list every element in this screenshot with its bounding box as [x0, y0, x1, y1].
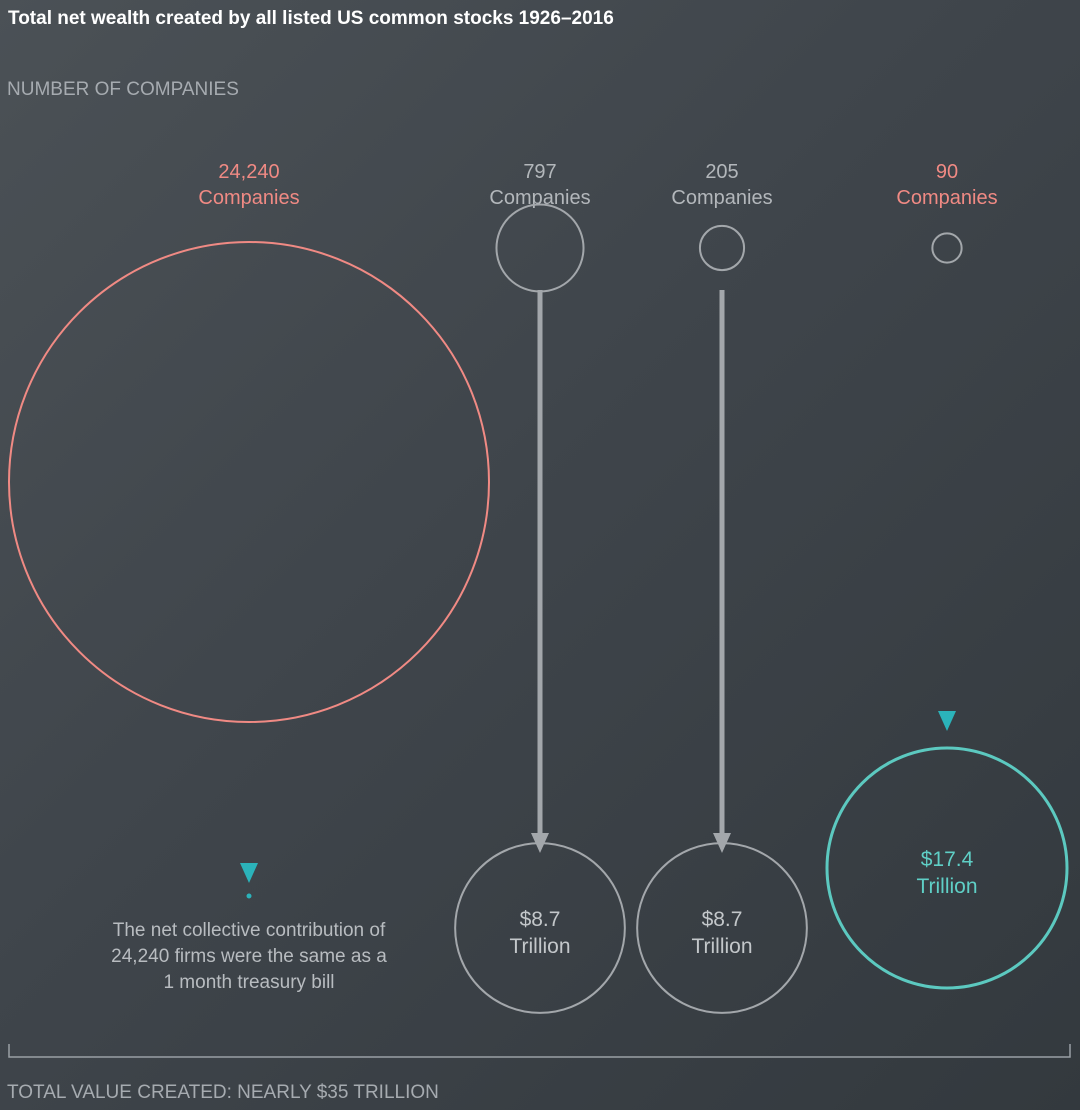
- companies-unit-label: Companies: [671, 187, 772, 209]
- companies-count-label: 24,240: [218, 161, 279, 183]
- companies-unit-label: Companies: [896, 187, 997, 209]
- chart-title: Total net wealth created by all listed U…: [8, 8, 614, 29]
- companies-bubble: [931, 232, 963, 264]
- companies-count-label: 90: [936, 161, 958, 183]
- chart-subtitle: NUMBER OF COMPANIES: [7, 79, 239, 100]
- total-bracket: [8, 1044, 1071, 1058]
- companies-bubble: [698, 224, 746, 272]
- note-line: The net collective contribution of: [113, 920, 386, 941]
- value-bubble: [825, 746, 1069, 990]
- note-line: 1 month treasury bill: [163, 972, 334, 993]
- value-label: $8.7: [520, 908, 561, 931]
- companies-count-label: 797: [523, 161, 556, 183]
- value-unit-label: Trillion: [916, 875, 977, 898]
- arrow-group-1-head: [240, 863, 258, 883]
- value-label: $17.4: [921, 848, 974, 871]
- value-label: $8.7: [702, 908, 743, 931]
- companies-bubble: [495, 203, 585, 293]
- total-value-label: TOTAL VALUE CREATED: NEARLY $35 TRILLION: [7, 1082, 439, 1103]
- arrow-group-4-head: [938, 711, 956, 731]
- companies-count-label: 205: [705, 161, 738, 183]
- note-line: 24,240 firms were the same as a: [111, 946, 387, 967]
- value-unit-label: Trillion: [509, 935, 570, 958]
- value-bubble: [454, 842, 626, 1014]
- zero-value-dot: [246, 893, 252, 899]
- companies-unit-label: Companies: [198, 187, 299, 209]
- companies-bubble: [8, 241, 490, 723]
- value-bubble: [636, 842, 808, 1014]
- value-unit-label: Trillion: [691, 935, 752, 958]
- companies-unit-label: Companies: [489, 187, 590, 209]
